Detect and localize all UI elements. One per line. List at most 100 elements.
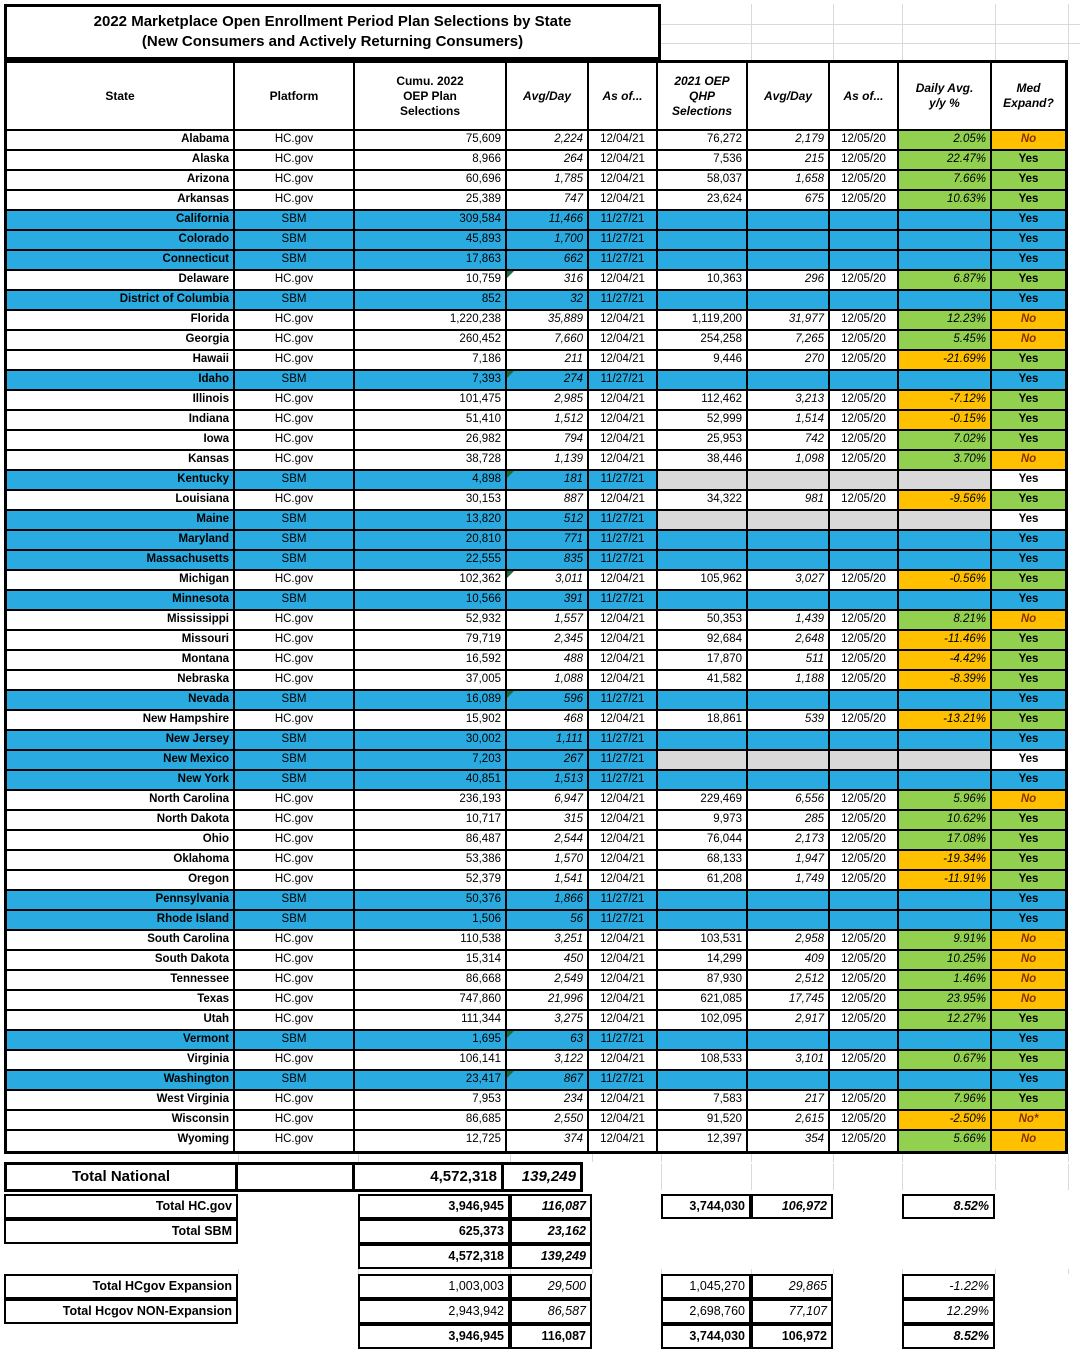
cell-state[interactable]: New York (7, 771, 235, 791)
cell-med-expand[interactable]: Yes (992, 591, 1065, 611)
cell-2021-selections[interactable]: 102,095 (658, 1011, 748, 1031)
cell-2022-selections[interactable]: 13,820 (355, 511, 507, 531)
cell-2021-selections[interactable]: 92,684 (658, 631, 748, 651)
total-non-expansion-2021-selections[interactable]: 2,698,760 (661, 1299, 751, 1324)
cell-2022-avg-day[interactable]: 3,275 (507, 1011, 589, 1031)
cell-state[interactable]: Oregon (7, 871, 235, 891)
cell-2022-as-of[interactable]: 12/04/21 (589, 131, 658, 151)
cell-2022-selections[interactable]: 8,966 (355, 151, 507, 171)
cell-2022-as-of[interactable]: 12/04/21 (589, 1051, 658, 1071)
cell-med-expand[interactable]: Yes (992, 191, 1065, 211)
cell-2021-selections[interactable]: 76,272 (658, 131, 748, 151)
cell-med-expand[interactable]: Yes (992, 771, 1065, 791)
total-expansion-selections[interactable]: 1,003,003 (358, 1274, 510, 1299)
cell-daily-avg-yy[interactable] (899, 471, 992, 491)
cell-2021-as-of[interactable]: 12/05/20 (830, 1131, 899, 1151)
cell-state[interactable]: North Dakota (7, 811, 235, 831)
cell-state[interactable]: Kentucky (7, 471, 235, 491)
total-hcgov-avg-day[interactable]: 116,087 (510, 1194, 592, 1219)
cell-state[interactable]: Alabama (7, 131, 235, 151)
cell-2022-avg-day[interactable]: 1,088 (507, 671, 589, 691)
cell-2021-selections[interactable]: 50,353 (658, 611, 748, 631)
cell-2021-as-of[interactable]: 12/05/20 (830, 671, 899, 691)
cell-2021-selections[interactable]: 41,582 (658, 671, 748, 691)
header-2022-as-of[interactable]: As of... (589, 63, 658, 131)
cell-2022-avg-day[interactable]: 374 (507, 1131, 589, 1151)
cell-state[interactable]: Illinois (7, 391, 235, 411)
cell-2021-avg-day[interactable] (748, 751, 830, 771)
cell-2022-avg-day[interactable]: 468 (507, 711, 589, 731)
cell-2021-avg-day[interactable]: 1,188 (748, 671, 830, 691)
cell-2022-as-of[interactable]: 12/04/21 (589, 971, 658, 991)
cell-daily-avg-yy[interactable]: 5.45% (899, 331, 992, 351)
cell-daily-avg-yy[interactable]: 22.47% (899, 151, 992, 171)
cell-daily-avg-yy[interactable]: 10.25% (899, 951, 992, 971)
cell-med-expand[interactable]: Yes (992, 751, 1065, 771)
cell-daily-avg-yy[interactable]: -13.21% (899, 711, 992, 731)
cell-state[interactable]: Delaware (7, 271, 235, 291)
cell-2021-as-of[interactable]: 12/05/20 (830, 631, 899, 651)
total-sbm-selections[interactable]: 625,373 (358, 1219, 510, 1244)
cell-2021-as-of[interactable]: 12/05/20 (830, 271, 899, 291)
cell-2022-selections[interactable]: 7,186 (355, 351, 507, 371)
header-state[interactable]: State (7, 63, 235, 131)
cell-med-expand[interactable]: Yes (992, 871, 1065, 891)
cell-med-expand[interactable]: No (992, 131, 1065, 151)
cell-state[interactable]: Florida (7, 311, 235, 331)
cell-2022-avg-day[interactable]: 488 (507, 651, 589, 671)
cell-state[interactable]: Wyoming (7, 1131, 235, 1151)
cell-2021-selections[interactable]: 12,397 (658, 1131, 748, 1151)
cell-platform[interactable]: SBM (235, 1071, 355, 1091)
cell-2021-as-of[interactable]: 12/05/20 (830, 791, 899, 811)
cell-daily-avg-yy[interactable]: 9.91% (899, 931, 992, 951)
cell-2021-selections[interactable]: 108,533 (658, 1051, 748, 1071)
cell-2021-selections[interactable]: 254,258 (658, 331, 748, 351)
cell-2021-selections[interactable]: 91,520 (658, 1111, 748, 1131)
cell-2022-selections[interactable]: 110,538 (355, 931, 507, 951)
cell-2022-selections[interactable]: 45,893 (355, 231, 507, 251)
cell-2022-avg-day[interactable]: 794 (507, 431, 589, 451)
total-national-label[interactable]: Total National (4, 1162, 238, 1192)
cell-2022-as-of[interactable]: 12/04/21 (589, 151, 658, 171)
cell-platform[interactable]: SBM (235, 751, 355, 771)
cell-2021-avg-day[interactable] (748, 291, 830, 311)
cell-2022-as-of[interactable]: 11/27/21 (589, 1031, 658, 1051)
cell-platform[interactable]: SBM (235, 531, 355, 551)
cell-2021-selections[interactable]: 7,583 (658, 1091, 748, 1111)
cell-daily-avg-yy[interactable] (899, 511, 992, 531)
cell-2022-avg-day[interactable]: 2,224 (507, 131, 589, 151)
cell-2022-avg-day[interactable]: 1,139 (507, 451, 589, 471)
total-hcgov-yy-percent[interactable]: 8.52% (902, 1194, 995, 1219)
cell-2021-selections[interactable] (658, 731, 748, 751)
cell-state[interactable]: District of Columbia (7, 291, 235, 311)
cell-2022-selections[interactable]: 52,932 (355, 611, 507, 631)
cell-2021-as-of[interactable]: 12/05/20 (830, 391, 899, 411)
cell-state[interactable]: Montana (7, 651, 235, 671)
cell-2022-avg-day[interactable]: 450 (507, 951, 589, 971)
total-hcgov-label[interactable]: Total HC.gov (4, 1194, 238, 1219)
cell-med-expand[interactable]: Yes (992, 891, 1065, 911)
cell-state[interactable]: Arizona (7, 171, 235, 191)
cell-2022-selections[interactable]: 16,089 (355, 691, 507, 711)
cell-2022-as-of[interactable]: 11/27/21 (589, 511, 658, 531)
cell-2021-as-of[interactable] (830, 591, 899, 611)
cell-2022-avg-day[interactable]: 2,345 (507, 631, 589, 651)
cell-2021-as-of[interactable]: 12/05/20 (830, 131, 899, 151)
cell-2021-avg-day[interactable]: 2,648 (748, 631, 830, 651)
cell-2021-avg-day[interactable]: 539 (748, 711, 830, 731)
cell-2022-selections[interactable]: 16,592 (355, 651, 507, 671)
cell-med-expand[interactable]: Yes (992, 531, 1065, 551)
cell-daily-avg-yy[interactable]: 7.02% (899, 431, 992, 451)
expansion-sum-avg-day[interactable]: 116,087 (510, 1324, 592, 1349)
cell-2022-as-of[interactable]: 11/27/21 (589, 591, 658, 611)
header-2021-selections[interactable]: 2021 OEP QHP Selections (658, 63, 748, 131)
cell-2022-avg-day[interactable]: 2,550 (507, 1111, 589, 1131)
cell-platform[interactable]: HC.gov (235, 1131, 355, 1151)
cell-daily-avg-yy[interactable] (899, 1071, 992, 1091)
cell-2021-as-of[interactable]: 12/05/20 (830, 871, 899, 891)
cell-2022-selections[interactable]: 20,810 (355, 531, 507, 551)
cell-2022-avg-day[interactable]: 7,660 (507, 331, 589, 351)
cell-2021-avg-day[interactable] (748, 731, 830, 751)
cell-platform[interactable]: SBM (235, 771, 355, 791)
cell-2022-avg-day[interactable]: 2,549 (507, 971, 589, 991)
